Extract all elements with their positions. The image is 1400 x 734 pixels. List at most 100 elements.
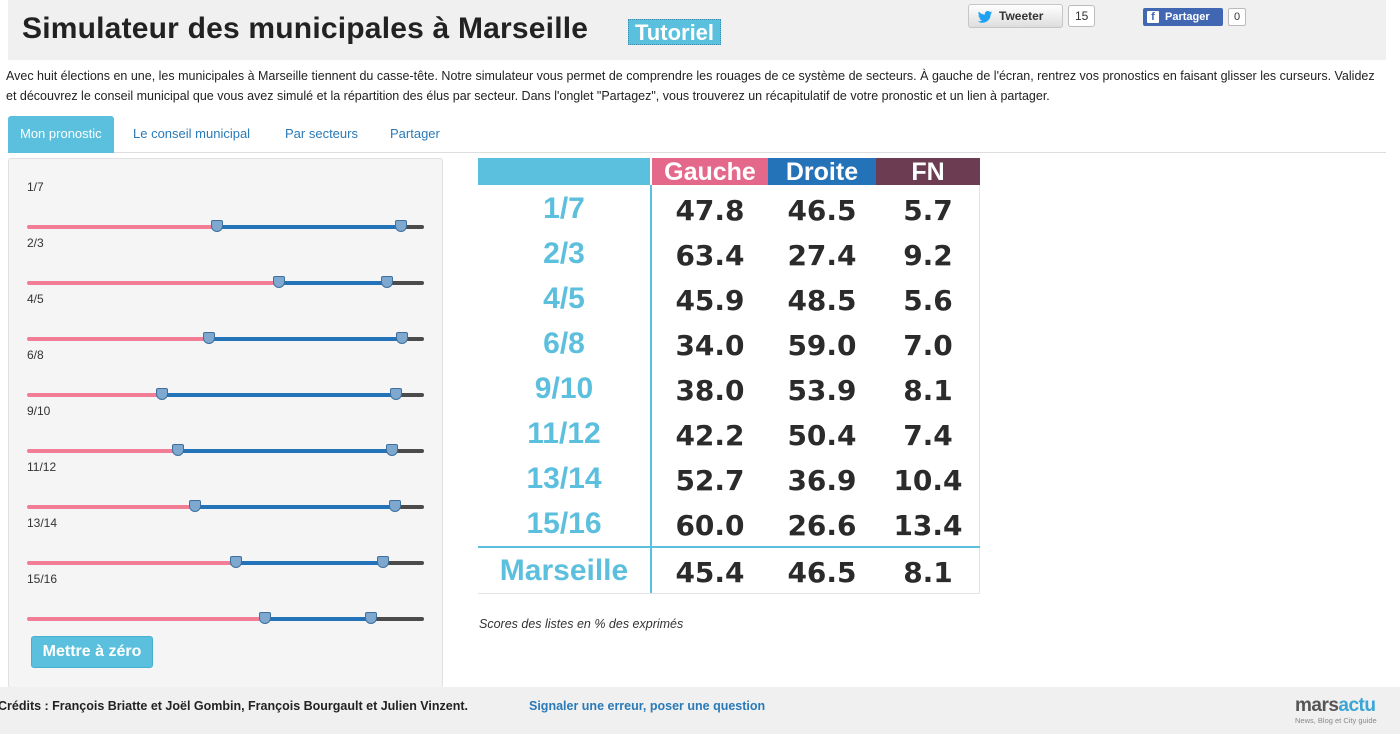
slider-handle-droite[interactable] bbox=[385, 444, 398, 456]
sector-slider[interactable] bbox=[27, 332, 424, 344]
slider-handle-droite[interactable] bbox=[364, 612, 377, 624]
slider-segment-gauche bbox=[27, 393, 162, 397]
slider-handle-gauche[interactable] bbox=[210, 220, 223, 232]
tab-conseil-municipal[interactable]: Le conseil municipal bbox=[133, 126, 251, 141]
marsactu-logo[interactable]: marsactu News, Blog et City guide bbox=[1295, 695, 1400, 726]
table-total-fn: 8.1 bbox=[903, 556, 953, 589]
slider-handle-droite[interactable] bbox=[395, 332, 408, 344]
slider-handle-gauche[interactable] bbox=[171, 444, 184, 456]
slider-segment-fn bbox=[387, 281, 424, 285]
table-cell-droite: 59.0 bbox=[787, 329, 857, 362]
sector-slider[interactable] bbox=[27, 556, 424, 568]
sector-slider[interactable] bbox=[27, 500, 424, 512]
slider-segment-fn bbox=[396, 393, 424, 397]
table-header-droite: Droite bbox=[768, 158, 876, 186]
sector-slider[interactable] bbox=[27, 388, 424, 400]
table-cell-droite: 46.5 bbox=[787, 194, 857, 227]
table-cell-droite: 36.9 bbox=[787, 464, 857, 497]
table-row-sector: 6/8 bbox=[543, 327, 585, 360]
slider-handle-gauche[interactable] bbox=[155, 388, 168, 400]
slider-segment-droite bbox=[278, 281, 388, 285]
slider-handle-gauche[interactable] bbox=[230, 556, 243, 568]
table-cell-fn: 7.4 bbox=[903, 419, 953, 452]
table-cell-gauche: 60.0 bbox=[675, 509, 745, 542]
table-row-sector: 15/16 bbox=[526, 507, 602, 540]
slider-handle-droite[interactable] bbox=[395, 220, 408, 232]
facebook-share-button[interactable]: f Partager bbox=[1143, 8, 1223, 26]
credits: Crédits : François Briatte et Joël Gombi… bbox=[0, 699, 468, 713]
table-cell-gauche: 38.0 bbox=[675, 374, 745, 407]
twitter-bird-icon bbox=[977, 11, 993, 23]
slider-segment-droite bbox=[216, 225, 402, 229]
table-header-gauche: Gauche bbox=[652, 158, 768, 186]
sector-slider[interactable] bbox=[27, 444, 424, 456]
slider-handle-gauche[interactable] bbox=[203, 332, 216, 344]
slider-label: 6/8 bbox=[27, 348, 44, 362]
results-table: Gauche Droite FN 1/7 47.8 46.5 5.7 2/3 63.4 27… bbox=[478, 158, 980, 594]
slider-handle-droite[interactable] bbox=[390, 388, 403, 400]
tutoriel-button[interactable]: Tutoriel bbox=[628, 19, 722, 45]
slider-segment-droite bbox=[194, 505, 395, 509]
slider-segment-fn bbox=[401, 337, 424, 341]
table-row-sector: 2/3 bbox=[543, 237, 585, 270]
table-cell-fn: 5.6 bbox=[903, 284, 953, 317]
slider-segment-fn bbox=[401, 225, 424, 229]
tab-partager[interactable]: Partager bbox=[390, 126, 440, 141]
slider-segment-gauche bbox=[27, 225, 217, 229]
table-cell-gauche: 45.9 bbox=[675, 284, 745, 317]
table-cell-gauche: 47.8 bbox=[675, 194, 745, 227]
table-cell-fn: 7.0 bbox=[903, 329, 953, 362]
slider-segment-droite bbox=[209, 337, 402, 341]
slider-handle-droite[interactable] bbox=[388, 500, 401, 512]
slider-label: 13/14 bbox=[27, 516, 58, 530]
facebook-share-label: Partager bbox=[1165, 11, 1210, 23]
slider-segment-fn bbox=[382, 561, 424, 565]
tweet-button[interactable]: Tweeter bbox=[968, 4, 1063, 28]
tab-par-secteurs[interactable]: Par secteurs bbox=[285, 126, 358, 141]
slider-segment-gauche bbox=[27, 281, 279, 285]
reset-button[interactable]: Mettre à zéro bbox=[31, 636, 153, 668]
slider-segment-fn bbox=[370, 617, 424, 621]
logo-main-text: mars bbox=[1295, 695, 1339, 716]
logo-tagline: News, Blog et City guide bbox=[1295, 716, 1377, 725]
report-error-link[interactable]: Signaler une erreur, poser une question bbox=[529, 699, 766, 713]
slider-segment-gauche bbox=[27, 449, 178, 453]
table-cell-droite: 50.4 bbox=[787, 419, 857, 452]
table-cell-fn: 5.7 bbox=[903, 194, 953, 227]
intro-text: Avec huit élections en une, les municipa… bbox=[6, 69, 1375, 103]
table-divider-total bbox=[478, 546, 980, 548]
logo-accent-text: actu bbox=[1338, 695, 1376, 716]
slider-handle-gauche[interactable] bbox=[272, 276, 285, 288]
slider-label: 1/7 bbox=[27, 180, 44, 194]
tab-mon-pronostic[interactable]: Mon pronostic bbox=[8, 116, 114, 153]
facebook-share-count: 0 bbox=[1228, 8, 1247, 26]
table-divider-vertical bbox=[650, 185, 652, 593]
table-total-gauche: 45.4 bbox=[675, 556, 745, 589]
tweet-label: Tweeter bbox=[999, 9, 1044, 23]
table-cell-droite: 48.5 bbox=[787, 284, 857, 317]
slider-handle-droite[interactable] bbox=[381, 276, 394, 288]
table-cell-fn: 10.4 bbox=[893, 464, 963, 497]
slider-segment-droite bbox=[236, 561, 383, 565]
table-cell-gauche: 63.4 bbox=[675, 239, 745, 272]
slider-segment-gauche bbox=[27, 337, 210, 341]
slider-segment-fn bbox=[391, 449, 424, 453]
tweet-count: 15 bbox=[1068, 5, 1096, 27]
table-row-sector: 9/10 bbox=[534, 372, 594, 405]
slider-handle-droite[interactable] bbox=[376, 556, 389, 568]
slider-label: 4/5 bbox=[27, 292, 44, 306]
sector-slider[interactable] bbox=[27, 612, 424, 624]
table-cell-droite: 26.6 bbox=[787, 509, 857, 542]
slider-segment-gauche bbox=[27, 561, 237, 565]
table-row-sector: 4/5 bbox=[543, 282, 585, 315]
slider-handle-gauche[interactable] bbox=[259, 612, 272, 624]
table-cell-droite: 53.9 bbox=[787, 374, 857, 407]
sector-slider[interactable] bbox=[27, 220, 424, 232]
slider-label: 15/16 bbox=[27, 572, 58, 586]
sector-slider[interactable] bbox=[27, 276, 424, 288]
slider-handle-gauche[interactable] bbox=[188, 500, 201, 512]
page-title: Simulateur des municipales à Marseille bbox=[22, 12, 589, 45]
footer: Crédits : François Briatte et Joël Gombi… bbox=[0, 687, 1400, 734]
table-cell-fn: 8.1 bbox=[903, 374, 953, 407]
table-note: Scores des listes en % des exprimés bbox=[479, 617, 684, 631]
